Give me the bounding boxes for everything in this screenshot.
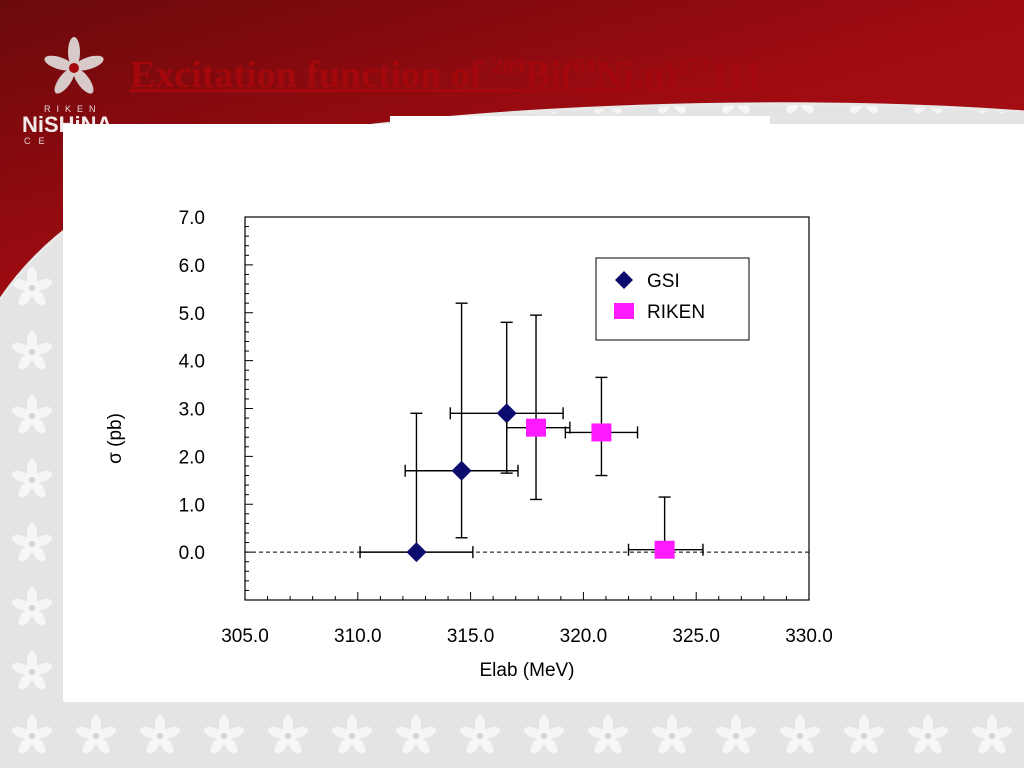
- riken-data-point: [654, 540, 675, 559]
- y-tick-label: 7.0: [179, 208, 205, 229]
- chart-panel: 305.0 310.0 315.0 320.0 325.0 330.0 0.0 1.0 2.0 3…: [63, 124, 1024, 702]
- y-tick-label: 3.0: [179, 400, 205, 421]
- logo-riken-text: RIKEN: [44, 104, 102, 114]
- logo-mark-icon: [44, 37, 104, 94]
- y-tick-label: 0.0: [179, 543, 205, 564]
- x-tick-label: 315.0: [447, 626, 495, 647]
- legend-gsi-marker: [615, 271, 633, 289]
- slide-title: Excitation function of 209Bi(64Ni,n)2721…: [130, 53, 763, 96]
- legend-label: GSI: [647, 271, 680, 292]
- y-tick-label: 2.0: [179, 447, 205, 468]
- legend-riken-marker: [614, 303, 634, 319]
- white-strip: [390, 116, 770, 124]
- x-tick-label: 330.0: [785, 626, 833, 647]
- legend-box: [595, 257, 750, 341]
- y-tick-label: 1.0: [179, 495, 205, 516]
- gsi-data-point: [406, 542, 427, 563]
- x-tick-label: 305.0: [221, 626, 269, 647]
- y-tick-label: 6.0: [179, 256, 205, 277]
- legend-label: RIKEN: [647, 302, 705, 323]
- gsi-data-point: [496, 403, 517, 424]
- x-tick-label: 325.0: [672, 626, 720, 647]
- excitation-chart: 305.0 310.0 315.0 320.0 325.0 330.0 0.0 1.0 2.0 3…: [105, 208, 833, 681]
- x-tick-label: 310.0: [334, 626, 382, 647]
- y-tick-label: 5.0: [179, 304, 205, 325]
- gsi-data-point: [451, 460, 472, 481]
- y-tick-label: 4.0: [179, 352, 205, 373]
- riken-data-point: [526, 418, 547, 437]
- logo-center-text: CE: [24, 136, 53, 146]
- x-tick-label: 320.0: [560, 626, 608, 647]
- x-axis-label: Elab (MeV): [479, 660, 574, 681]
- riken-data-point: [591, 423, 612, 442]
- y-axis-label: σ (pb): [105, 413, 126, 464]
